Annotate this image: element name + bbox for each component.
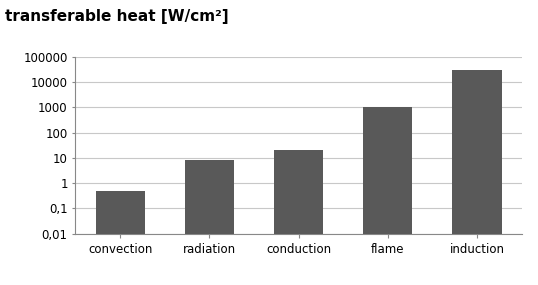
Bar (185, 160, 234, 285)
Bar (452, 70, 501, 285)
Bar (274, 150, 323, 285)
Text: transferable heat [W/cm²]: transferable heat [W/cm²] (5, 9, 229, 24)
Bar (363, 107, 412, 285)
Bar (96, 191, 145, 285)
